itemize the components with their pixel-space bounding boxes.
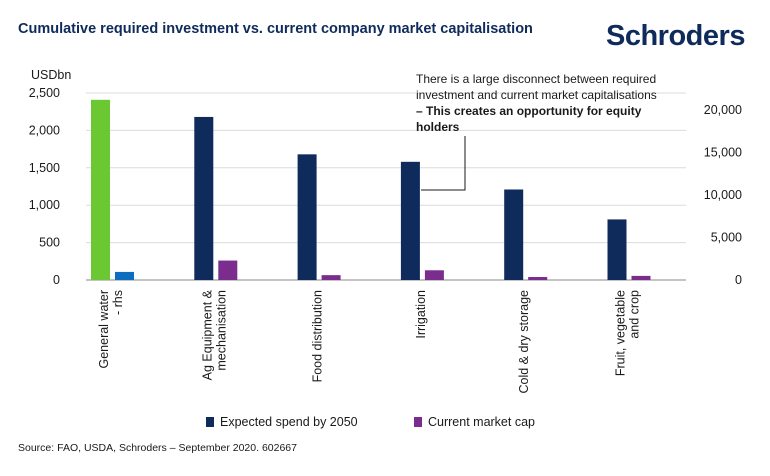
annotation-connector-line: [421, 136, 466, 191]
x-tick-label: Ag Equipment &mechanisation: [200, 289, 228, 380]
y-tick-label-right: 0: [735, 273, 742, 287]
bar-expected-spend: [400, 161, 420, 280]
bar-market-cap: [631, 275, 651, 280]
legend-label-expected-spend: Expected spend by 2050: [220, 415, 358, 429]
bar-expected-spend: [504, 189, 524, 280]
annotation-normal-text: There is a large disconnect between requ…: [416, 72, 657, 102]
bar-market-cap: [115, 271, 134, 280]
bar-expected-spend: [194, 116, 214, 280]
bar-expected-spend: [297, 154, 317, 280]
source-note: Source: FAO, USDA, Schroders – September…: [18, 442, 297, 454]
legend-swatch-expected-spend: [206, 417, 214, 427]
x-tick-label: Fruit, vegetableand crop: [614, 290, 642, 376]
legend-item-expected-spend: Expected spend by 2050: [206, 415, 358, 429]
y-tick-label-right: 15,000: [704, 146, 742, 160]
bar-market-cap: [424, 270, 444, 280]
y-tick-label-left: 2,500: [29, 86, 60, 100]
y-tick-label-right: 10,000: [704, 188, 742, 202]
x-tick-label: Cold & dry storage: [517, 290, 531, 394]
y-tick-label-right: 20,000: [704, 103, 742, 117]
chart-annotation: There is a large disconnect between requ…: [416, 71, 661, 135]
y-tick-label-left: 1,500: [29, 161, 60, 175]
x-tick-label: Irrigation: [414, 290, 428, 339]
schroders-logo: Schroders: [606, 20, 745, 52]
x-tick-label: General water- rhs: [97, 290, 125, 369]
y-axis-unit-label: USDbn: [31, 68, 72, 82]
bar-market-cap: [218, 260, 238, 280]
bar-market-cap: [321, 275, 341, 280]
y-tick-label-right: 5,000: [711, 231, 742, 245]
y-tick-label-left: 2,000: [29, 123, 60, 137]
x-tick-label: Food distribution: [311, 290, 325, 382]
bar-expected-spend: [91, 99, 110, 280]
bar-market-cap: [528, 277, 548, 280]
legend-swatch-market-cap: [414, 417, 422, 427]
y-tick-label-left: 500: [39, 236, 60, 250]
annotation-bold-text: – This creates an opportunity for equity…: [416, 104, 642, 134]
legend-label-market-cap: Current market cap: [428, 415, 535, 429]
chart-title: Cumulative required investment vs. curre…: [18, 21, 533, 37]
y-tick-label-left: 0: [53, 273, 60, 287]
legend-item-market-cap: Current market cap: [414, 415, 535, 429]
y-tick-label-left: 1,000: [29, 198, 60, 212]
bar-expected-spend: [607, 219, 627, 280]
